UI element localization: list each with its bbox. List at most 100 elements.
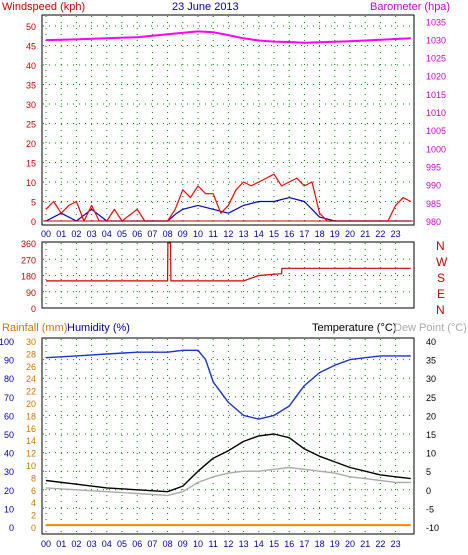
dewpoint-axis-title: Dew Point (°C): [394, 322, 467, 334]
humidity-tick-label: 70: [4, 393, 14, 403]
hour-tick-label: 15: [269, 539, 279, 549]
hour-tick-label: 05: [117, 539, 127, 549]
direction-letter-s: S: [437, 271, 445, 285]
marks-layer: [43, 30, 413, 527]
temperature-tick-label: 0: [426, 486, 431, 496]
temperature-tick-label: 10: [426, 449, 436, 459]
wind-tick-label: 40: [26, 61, 36, 71]
rainfall-tick-label: 18: [26, 411, 36, 421]
humidity-axis-title: Humidity (%): [67, 322, 130, 334]
rainfall-tick-label: 0: [31, 523, 36, 533]
rainfall-tick-label: 14: [26, 436, 36, 446]
hour-tick-label: 09: [178, 229, 188, 239]
humidity-tick-label: 100: [0, 337, 14, 347]
rainfall-tick-label: 30: [26, 337, 36, 347]
hour-tick-label: 14: [254, 539, 264, 549]
barometer-tick-label: 1010: [426, 108, 446, 118]
barometer-tick-label: 1015: [426, 90, 446, 100]
rainfall-tick-label: 12: [26, 449, 36, 459]
hour-tick-label: 02: [71, 229, 81, 239]
hour-tick-label: 15: [269, 229, 279, 239]
windspeed-axis-title: Windspeed (kph): [2, 1, 85, 13]
temperature-axis-title: Temperature (°C): [312, 322, 396, 334]
hour-tick-label: 21: [360, 539, 370, 549]
hour-tick-label: 01: [56, 229, 66, 239]
hour-tick-label: 05: [117, 229, 127, 239]
series-gust-kph: [45, 173, 412, 222]
humidity-tick-label: 60: [4, 411, 14, 421]
hour-tick-label: 22: [375, 229, 385, 239]
humidity-tick-label: 10: [4, 504, 14, 514]
wind-tick-label: 10: [26, 178, 36, 188]
wind-tick-label: 35: [26, 81, 36, 91]
wind-tick-label: 20: [26, 139, 36, 149]
barometer-tick-label: 990: [426, 181, 441, 191]
series-dew-point-c: [45, 466, 411, 497]
rainfall-tick-label: 22: [26, 387, 36, 397]
humidity-tick-label: 30: [4, 467, 14, 477]
hour-tick-label: 16: [284, 539, 294, 549]
rainfall-tick-label: 6: [31, 486, 36, 496]
rainfall-tick-label: 24: [26, 374, 36, 384]
wind-tick-label: 5: [31, 198, 36, 208]
humidity-tick-label: 90: [4, 356, 14, 366]
direction-tick-label: 270: [21, 255, 36, 265]
hour-tick-label: 08: [163, 229, 173, 239]
direction-tick-label: 360: [21, 239, 36, 249]
barometer-tick-label: 995: [426, 163, 441, 173]
rainfall-axis-title: Rainfall (mm): [2, 322, 67, 334]
barometer-tick-label: 980: [426, 217, 441, 227]
direction-letter-e: E: [437, 287, 445, 301]
barometer-tick-label: 1025: [426, 54, 446, 64]
wind-tick-label: 45: [26, 42, 36, 52]
hour-tick-label: 10: [193, 539, 203, 549]
hour-tick-label: 18: [315, 539, 325, 549]
humidity-tick-label: 40: [4, 449, 14, 459]
wind-tick-label: 15: [26, 159, 36, 169]
humidity-tick-label: 0: [9, 523, 14, 533]
temperature-tick-label: 30: [426, 374, 436, 384]
rainfall-tick-label: 26: [26, 362, 36, 372]
hour-tick-label: 00: [41, 539, 51, 549]
hour-tick-label: 19: [330, 229, 340, 239]
hour-tick-label: 21: [360, 229, 370, 239]
grid-layer: [43, 16, 413, 533]
hour-tick-label: 02: [71, 539, 81, 549]
hour-tick-label: 10: [193, 229, 203, 239]
hour-tick-label: 07: [147, 229, 157, 239]
hour-tick-label: 12: [223, 229, 233, 239]
temperature-tick-label: -10: [426, 523, 439, 533]
hour-tick-label: 16: [284, 229, 294, 239]
barometer-tick-label: 1035: [426, 17, 446, 27]
temperature-tick-label: 15: [426, 430, 436, 440]
rainfall-tick-label: 28: [26, 349, 36, 359]
barometer-tick-label: 1000: [426, 144, 446, 154]
hour-tick-label: 20: [345, 229, 355, 239]
hour-tick-label: 20: [345, 539, 355, 549]
direction-tick-label: 180: [21, 272, 36, 282]
rainfall-tick-label: 8: [31, 473, 36, 483]
series-temperature-c: [45, 433, 411, 493]
rainfall-tick-label: 16: [26, 424, 36, 434]
labels-layer: 0510152025303540455098098599099510001005…: [0, 17, 446, 549]
hour-tick-label: 11: [209, 229, 218, 239]
temperature-tick-label: 25: [426, 393, 436, 403]
rainfall-tick-label: 20: [26, 399, 36, 409]
series-humidity: [45, 349, 411, 420]
hour-tick-label: 03: [87, 539, 97, 549]
hour-tick-label: 06: [132, 229, 142, 239]
direction-letter-w: W: [436, 255, 448, 269]
temperature-tick-label: -5: [426, 504, 434, 514]
hour-tick-label: 17: [299, 539, 309, 549]
hour-tick-label: 03: [87, 229, 97, 239]
hour-tick-label: 22: [375, 539, 385, 549]
hour-tick-label: 09: [178, 539, 188, 549]
direction-letter-n-bottom: N: [436, 303, 445, 317]
hour-tick-label: 01: [56, 539, 66, 549]
humidity-tick-label: 50: [4, 430, 14, 440]
barometer-axis-title: Barometer (hpa): [370, 1, 450, 13]
direction-tick-label: 0: [31, 304, 36, 314]
humidity-tick-label: 80: [4, 374, 14, 384]
temperature-tick-label: 5: [426, 467, 431, 477]
